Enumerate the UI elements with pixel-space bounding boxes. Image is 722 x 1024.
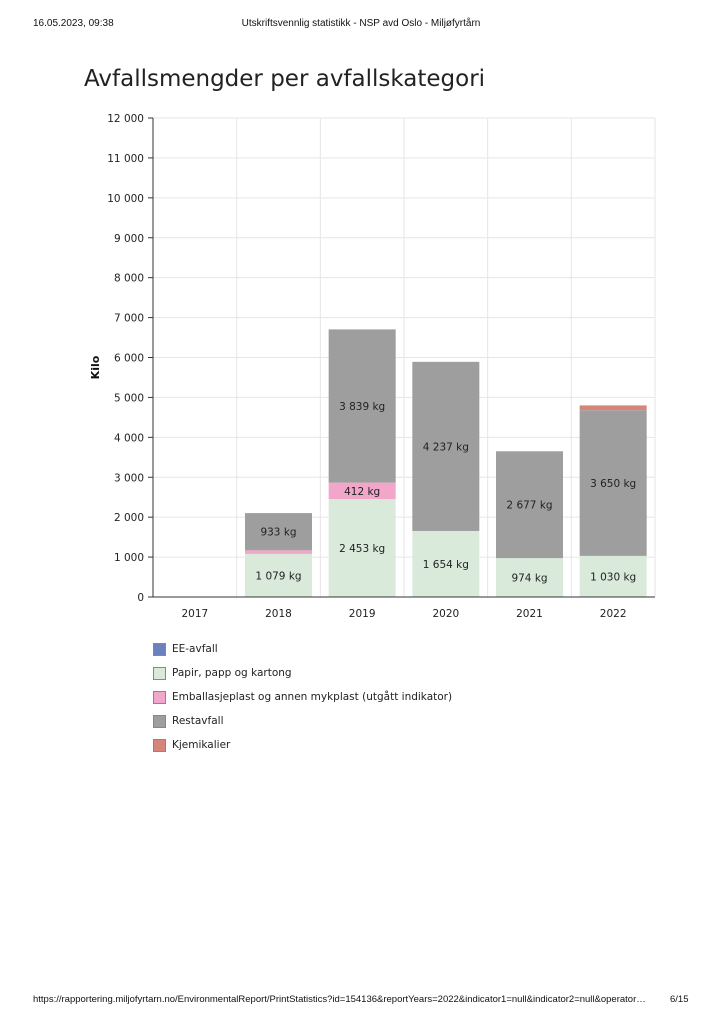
- x-tick-label: 2019: [349, 608, 376, 620]
- legend-item: Kjemikalier: [153, 733, 452, 757]
- y-tick-label: 9 000: [114, 233, 144, 245]
- axes: 0 1 000 2 000 3 000 4 000 5 000 6 000 7 000 8 00…: [107, 113, 655, 620]
- y-tick-label: 12 000: [107, 113, 144, 125]
- legend-swatch: [153, 666, 166, 680]
- data-label: 1 654 kg: [423, 559, 469, 571]
- legend-label: Papir, papp og kartong: [172, 667, 292, 679]
- y-axis-label: Kilo: [89, 355, 102, 379]
- legend-swatch: [153, 642, 166, 656]
- bar-segment: [328, 482, 396, 500]
- y-tick-label: 7 000: [114, 313, 144, 325]
- y-tick-label: 4 000: [114, 432, 144, 444]
- chart-title: Avfallsmengder per avfallskategori: [84, 66, 486, 92]
- bar-segment: [496, 451, 563, 559]
- x-tick-label: 2017: [181, 608, 208, 620]
- data-label: 2 453 kg: [339, 543, 385, 555]
- chart-legend: EE-avfall Papir, papp og kartong Emballasj…: [153, 637, 452, 757]
- y-tick-label: 8 000: [114, 273, 144, 285]
- data-label: 3 650 kg: [590, 478, 636, 490]
- y-tick-label: 1 000: [114, 552, 144, 564]
- legend-swatch: [153, 738, 166, 752]
- x-tick-label: 2021: [516, 608, 543, 620]
- data-label: 4 237 kg: [423, 441, 469, 453]
- bars: [245, 329, 647, 597]
- bar-segment: [412, 361, 480, 531]
- y-tick-label: 11 000: [107, 153, 144, 165]
- print-datetime: 16.05.2023, 09:38: [33, 18, 114, 29]
- legend-swatch: [153, 690, 166, 704]
- legend-item: EE-avfall: [153, 637, 452, 661]
- y-tick-label: 2 000: [114, 512, 144, 524]
- data-label: 1 079 kg: [255, 570, 301, 582]
- bar-segment: [579, 410, 647, 556]
- bar-segment: [412, 530, 480, 597]
- bar-segment: [579, 405, 647, 411]
- legend-label: Emballasjeplast og annen mykplast (utgåt…: [172, 691, 453, 703]
- y-tick-label: 10 000: [107, 193, 144, 205]
- legend-item: Restavfall: [153, 709, 452, 733]
- bar-segment: [245, 553, 312, 597]
- legend-swatch: [153, 714, 166, 728]
- footer-url: https://rapportering.miljofyrtarn.no/Env…: [33, 994, 646, 1005]
- y-tick-label: 5 000: [114, 392, 144, 404]
- legend-item: Emballasjeplast og annen mykplast (utgåt…: [153, 685, 452, 709]
- bar-segment: [496, 558, 563, 597]
- data-label: 2 677 kg: [506, 500, 552, 512]
- data-label: 974 kg: [511, 573, 547, 585]
- legend-label: EE-avfall: [172, 643, 218, 655]
- bar-segment: [245, 513, 312, 551]
- bar-segment: [328, 499, 396, 597]
- data-label: 1 030 kg: [590, 571, 636, 583]
- stacked-bar-chart: 0 1 000 2 000 3 000 4 000 5 000 6 000 7 000 8 00…: [89, 113, 656, 620]
- x-tick-label: 2018: [265, 608, 292, 620]
- data-label: 412 kg: [344, 486, 380, 498]
- grid-lines: [153, 117, 656, 598]
- bar-segment: [245, 550, 312, 554]
- y-tick-label: 0: [137, 592, 144, 604]
- y-tick-label: 3 000: [114, 472, 144, 484]
- print-header-title: Utskriftsvennlig statistikk - NSP avd Os…: [241, 18, 481, 29]
- legend-label: Restavfall: [172, 715, 224, 727]
- bar-segment: [579, 555, 647, 597]
- y-tick-label: 6 000: [114, 353, 144, 365]
- x-tick-label: 2022: [600, 608, 627, 620]
- data-label: 3 839 kg: [339, 401, 385, 413]
- page-number: 6/15: [670, 994, 689, 1005]
- legend-label: Kjemikalier: [172, 739, 231, 751]
- legend-item: Papir, papp og kartong: [153, 661, 452, 685]
- x-tick-label: 2020: [432, 608, 459, 620]
- bar-segment: [328, 329, 396, 483]
- data-label: 933 kg: [260, 527, 296, 539]
- data-labels: 1 079 kg 933 kg 2 453 kg 412 kg 3 839 kg 1 65…: [255, 401, 636, 585]
